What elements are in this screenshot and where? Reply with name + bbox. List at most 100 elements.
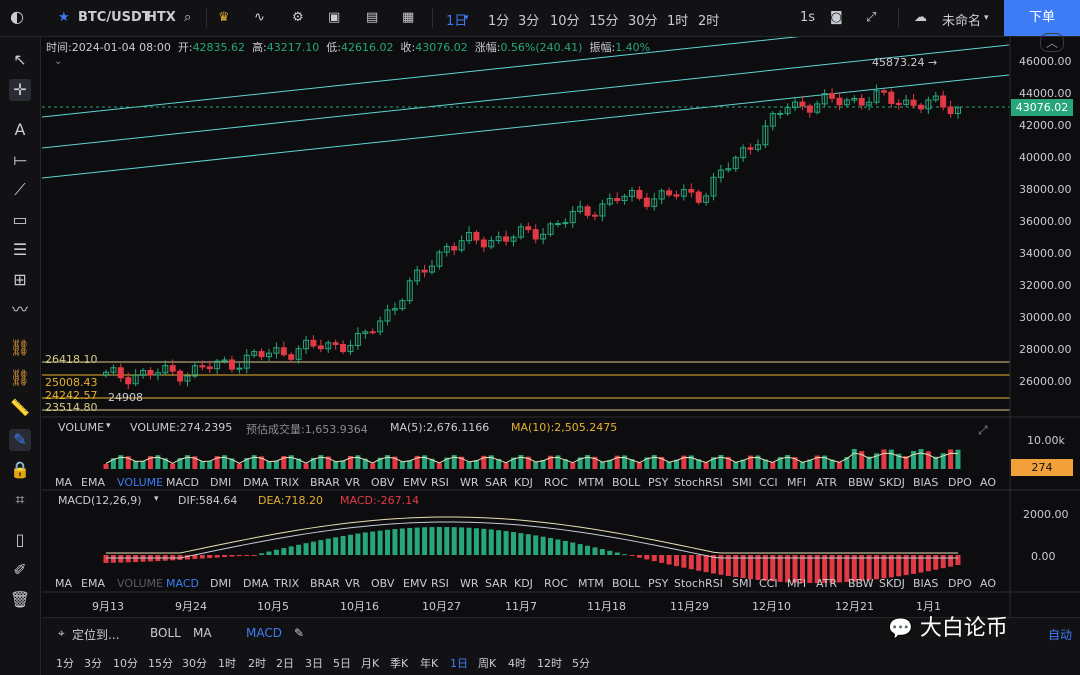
candle-body[interactable] [354, 332, 361, 346]
indicator-tab-dma[interactable]: DMA [243, 577, 269, 590]
candle-body[interactable] [843, 99, 850, 106]
candle-body[interactable] [680, 189, 687, 197]
period-tab[interactable]: 1日 [450, 657, 468, 670]
candle-body[interactable] [873, 90, 880, 103]
layout-icon[interactable]: ▦ [402, 10, 415, 25]
crown-icon[interactable]: ♛ [218, 10, 230, 25]
candle-body[interactable] [910, 99, 917, 106]
indicator-tab-roc[interactable]: ROC [544, 476, 568, 489]
interval-tab-1m[interactable]: 1分 [488, 14, 510, 29]
period-tab[interactable]: 2时 [248, 657, 266, 670]
candle-body[interactable] [110, 367, 117, 373]
period-tab[interactable]: 5日 [333, 657, 351, 670]
candle-body[interactable] [540, 233, 547, 240]
candle-body[interactable] [725, 168, 732, 171]
candle-body[interactable] [636, 189, 643, 199]
period-tab[interactable]: 10分 [113, 657, 138, 670]
candle-body[interactable] [740, 147, 747, 159]
candle-body[interactable] [177, 370, 184, 382]
trend-line-icon[interactable]: ⟋ [14, 180, 26, 199]
indicator-tab-wr[interactable]: WR [460, 476, 479, 489]
period-tab[interactable]: 3分 [84, 657, 102, 670]
candle-body[interactable] [762, 125, 769, 146]
candle-body[interactable] [880, 90, 887, 93]
interval-tab-10m[interactable]: 10分 [550, 14, 580, 29]
collapse-panel-icon[interactable]: ︿ [1040, 33, 1065, 52]
ruler-icon[interactable]: 📏 [10, 398, 30, 417]
candle-body[interactable] [577, 206, 584, 212]
indicator-tab-macd[interactable]: MACD [166, 476, 199, 489]
candle-body[interactable] [754, 144, 761, 150]
candle-body[interactable] [829, 93, 836, 99]
candle-body[interactable] [858, 97, 865, 106]
indicator-tab-dmi[interactable]: DMI [210, 476, 232, 489]
candle-body[interactable] [888, 91, 895, 104]
ma-toggle[interactable]: MA [193, 626, 212, 640]
fibonacci-extension-icon[interactable]: ⛓ [9, 368, 31, 387]
candle-body[interactable] [236, 367, 243, 370]
macd-toggle[interactable]: MACD [246, 626, 282, 640]
candle-body[interactable] [310, 339, 317, 347]
channel-line-lower[interactable] [42, 74, 1010, 179]
candle-body[interactable] [369, 331, 376, 334]
candle-body[interactable] [377, 320, 384, 333]
indicator-tab-roc[interactable]: ROC [544, 577, 568, 590]
candle-body[interactable] [473, 232, 480, 241]
indicator-tab-boll[interactable]: BOLL [612, 476, 641, 489]
indicator-tab-kdj[interactable]: KDJ [514, 476, 533, 489]
indicator-tab-volume[interactable]: VOLUME [117, 476, 164, 489]
candle-body[interactable] [458, 240, 465, 251]
candle-body[interactable] [125, 377, 132, 385]
period-tab[interactable]: 3日 [305, 657, 323, 670]
auto-scale-toggle[interactable]: 自动 [1048, 628, 1073, 642]
candle-body[interactable] [584, 206, 591, 216]
trash-icon[interactable]: 🗑 [9, 590, 31, 609]
favorite-star-icon[interactable]: ★ [58, 10, 70, 25]
indicator-tab-volume[interactable]: VOLUME [117, 577, 164, 590]
fibonacci-icon[interactable]: ⛓ [9, 338, 31, 357]
indicator-tab-atr[interactable]: ATR [816, 577, 838, 590]
indicator-tab-trix[interactable]: TRIX [274, 476, 300, 489]
candle-body[interactable] [525, 226, 532, 231]
indicator-tab-brar[interactable]: BRAR [310, 577, 340, 590]
indicator-tab-bias[interactable]: BIAS [913, 476, 939, 489]
text-tool-icon[interactable]: A [14, 120, 26, 139]
pencil-icon[interactable]: ✎ [9, 429, 31, 451]
indicator-tab-bbw[interactable]: BBW [848, 577, 874, 590]
candle-body[interactable] [251, 351, 258, 356]
search-icon[interactable]: ⌕ [184, 10, 192, 25]
candle-body[interactable] [206, 366, 213, 370]
rectangle-icon[interactable]: ▭ [12, 210, 28, 229]
candle-body[interactable] [784, 107, 791, 114]
edit-indicators-icon[interactable]: ✎ [294, 626, 305, 640]
candle-body[interactable] [940, 95, 947, 108]
candle-body[interactable] [303, 339, 310, 350]
indicator-tab-sar[interactable]: SAR [485, 577, 508, 590]
indicator-tab-sar[interactable]: SAR [485, 476, 508, 489]
channel-line-middle[interactable] [42, 44, 1010, 149]
candle-body[interactable] [547, 223, 554, 235]
indicator-tab-vr[interactable]: VR [345, 476, 361, 489]
candle-body[interactable] [191, 365, 198, 377]
edit-icon[interactable]: ✐ [13, 560, 27, 579]
candle-body[interactable] [851, 97, 858, 101]
candle-body[interactable] [436, 251, 443, 267]
candle-body[interactable] [103, 371, 109, 376]
candle-body[interactable] [717, 169, 724, 178]
indicator-tab-dpo[interactable]: DPO [948, 476, 972, 489]
period-tab[interactable]: 2日 [276, 657, 294, 670]
grid-tool-icon[interactable]: ⊞ [13, 270, 27, 289]
candle-body[interactable] [273, 347, 280, 354]
candle-body[interactable] [317, 345, 324, 350]
interval-tab-15m[interactable]: 15分 [589, 14, 619, 29]
symbol-label[interactable]: BTC/USDT [78, 10, 151, 25]
refresh-rate[interactable]: 1s [800, 10, 816, 25]
indicator-tab-ma[interactable]: MA [55, 577, 73, 590]
candle-body[interactable] [821, 93, 828, 105]
candle-body[interactable] [214, 360, 221, 370]
candle-body[interactable] [347, 344, 354, 353]
indicator-tab-psy[interactable]: PSY [648, 577, 669, 590]
candle-body[interactable] [340, 343, 347, 353]
camera-icon[interactable]: ◙ [830, 10, 843, 25]
image-icon[interactable]: ▣ [328, 10, 341, 25]
